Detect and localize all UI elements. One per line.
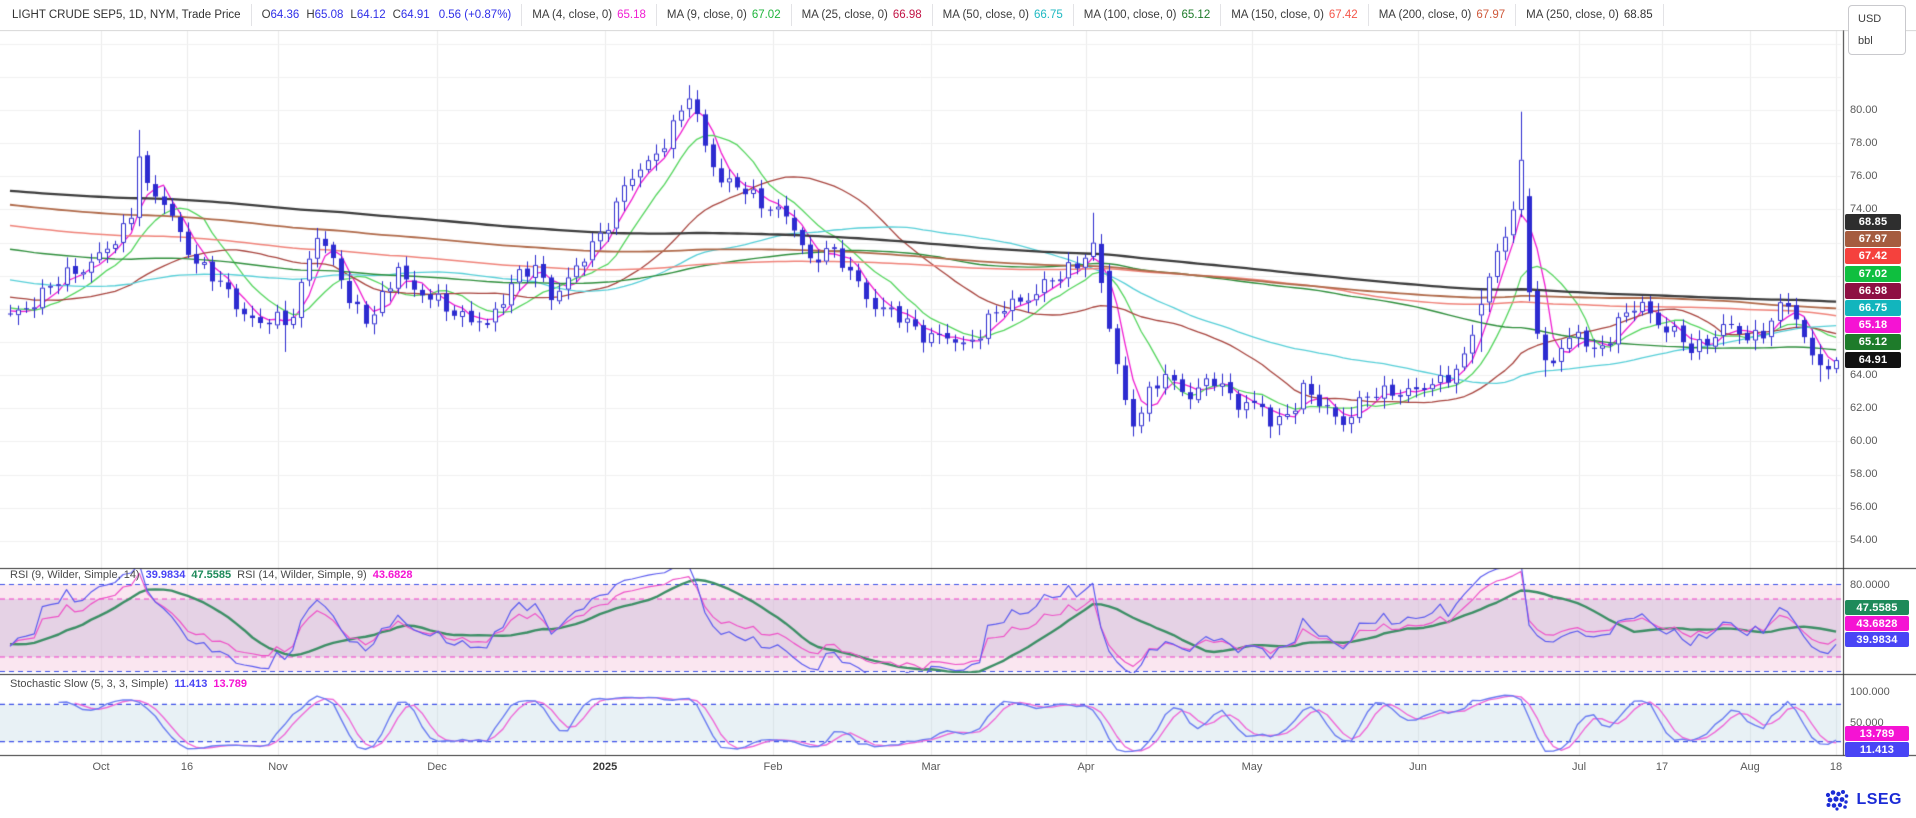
price-tag-66.75: 66.75 [1845, 300, 1901, 316]
rsi-tick-label: 80.0000 [1850, 578, 1890, 591]
stoch-tag-13.789: 13.789 [1845, 726, 1909, 741]
time-tick-17: 17 [1655, 761, 1669, 773]
ohlc-low: L64.12 [350, 9, 386, 21]
time-tick-18: 18 [1829, 761, 1843, 773]
time-tick-May: May [1241, 761, 1263, 773]
price-tick-label: 64.00 [1850, 368, 1878, 381]
time-tick-Jul: Jul [1571, 761, 1587, 773]
price-tick-label: 62.00 [1850, 401, 1878, 414]
lseg-logo-text: LSEG [1856, 791, 1902, 808]
stochastic-legend[interactable]: Stochastic Slow (5, 3, 3, Simple) 11.413 1… [10, 678, 253, 690]
rsi-legend-title-1: RSI (9, Wilder, Simple, 14) [10, 569, 140, 581]
ma-legend-item-25[interactable]: MA (25, close, 0) 66.98 [792, 4, 933, 26]
lseg-branding: LSEG [1824, 788, 1902, 812]
unit-label: bbl [1858, 35, 1873, 47]
rsi-legend[interactable]: RSI (9, Wilder, Simple, 14) 39.9834 47.558… [10, 569, 418, 581]
price-tick-label: 58.00 [1850, 468, 1878, 481]
ohlc-high: H65.08 [306, 9, 344, 21]
price-tick-label: 76.00 [1850, 169, 1878, 182]
ohlc-close: C64.91 [392, 9, 430, 21]
net-change-value: 0.56 (+0.87%) [438, 9, 512, 21]
price-tick-label: 54.00 [1850, 534, 1878, 547]
rsi-tag-43.6828: 43.6828 [1845, 616, 1909, 631]
ma-legend-item-4[interactable]: MA (4, close, 0) 65.18 [522, 4, 657, 26]
rsi14-value: 43.6828 [372, 569, 413, 581]
ma-legend-item-100[interactable]: MA (100, close, 0) 65.12 [1074, 4, 1222, 26]
currency-label: USD [1858, 13, 1882, 25]
time-tick-Aug: Aug [1740, 761, 1760, 773]
time-tick-Mar: Mar [921, 761, 941, 773]
ohlc-segment: O64.36 H65.08 L64.12 C64.91 0.56 (+0.87%) [252, 4, 523, 26]
symbol-segment: LIGHT CRUDE SEP5, 1D, NYM, Trade Price [0, 4, 252, 26]
ohlc-open: O64.36 [261, 9, 300, 21]
price-tag-68.85: 68.85 [1845, 214, 1901, 230]
symbol-title[interactable]: LIGHT CRUDE SEP5, 1D, NYM, Trade Price [12, 9, 241, 21]
chart-header-legend: LIGHT CRUDE SEP5, 1D, NYM, Trade Price O6… [0, 0, 1840, 30]
rsi9-value: 39.9834 [145, 569, 186, 581]
time-tick-Apr: Apr [1077, 761, 1095, 773]
ma-legend-item-250[interactable]: MA (250, close, 0) 68.85 [1516, 4, 1664, 26]
rsi-legend-title-2: RSI (14, Wilder, Simple, 9) [237, 569, 367, 581]
ma-legend-item-150[interactable]: MA (150, close, 0) 67.42 [1221, 4, 1369, 26]
time-tick-Dec: Dec [427, 761, 447, 773]
time-tick-Oct: Oct [92, 761, 110, 773]
price-tick-label: 74.00 [1850, 202, 1878, 215]
ma-legend-item-50[interactable]: MA (50, close, 0) 66.75 [933, 4, 1074, 26]
price-tick-label: 60.00 [1850, 434, 1878, 447]
price-tag-67.02: 67.02 [1845, 265, 1901, 282]
price-tick-label: 56.00 [1850, 501, 1878, 514]
axis-unit-selector[interactable]: USD bbl [1848, 5, 1906, 55]
rsi-tag-39.9834: 39.9834 [1845, 632, 1909, 647]
stoch-legend-title: Stochastic Slow (5, 3, 3, Simple) [10, 678, 169, 690]
stoch-tag-11.413: 11.413 [1845, 742, 1909, 757]
rsi9-smoothed-value: 47.5585 [191, 569, 232, 581]
price-tag-64.91: 64.91 [1845, 351, 1901, 368]
stoch-tick-label: 100.000 [1850, 685, 1890, 698]
stoch-k-value: 11.413 [174, 678, 208, 690]
time-tick-16: 16 [180, 761, 194, 773]
time-tick-2025: 2025 [592, 761, 618, 773]
stoch-d-value: 13.789 [213, 678, 248, 690]
price-tick-label: 78.00 [1850, 136, 1878, 149]
price-tag-65.12: 65.12 [1845, 334, 1901, 351]
price-tag-67.42: 67.42 [1845, 248, 1901, 265]
price-tick-label: 80.00 [1850, 103, 1878, 116]
time-tick-Feb: Feb [763, 761, 783, 773]
price-tag-65.18: 65.18 [1845, 317, 1901, 334]
ma-legend-item-9[interactable]: MA (9, close, 0) 67.02 [657, 4, 792, 26]
time-tick-Jun: Jun [1409, 761, 1427, 773]
rsi-tag-47.5585: 47.5585 [1845, 600, 1909, 615]
time-tick-Nov: Nov [268, 761, 288, 773]
price-tag-66.98: 66.98 [1845, 282, 1901, 299]
stoch-tick-label: 50.000 [1850, 716, 1884, 729]
ma-legend-item-200[interactable]: MA (200, close, 0) 67.97 [1369, 4, 1517, 26]
price-tag-67.97: 67.97 [1845, 231, 1901, 248]
lseg-crest-icon [1826, 790, 1849, 811]
